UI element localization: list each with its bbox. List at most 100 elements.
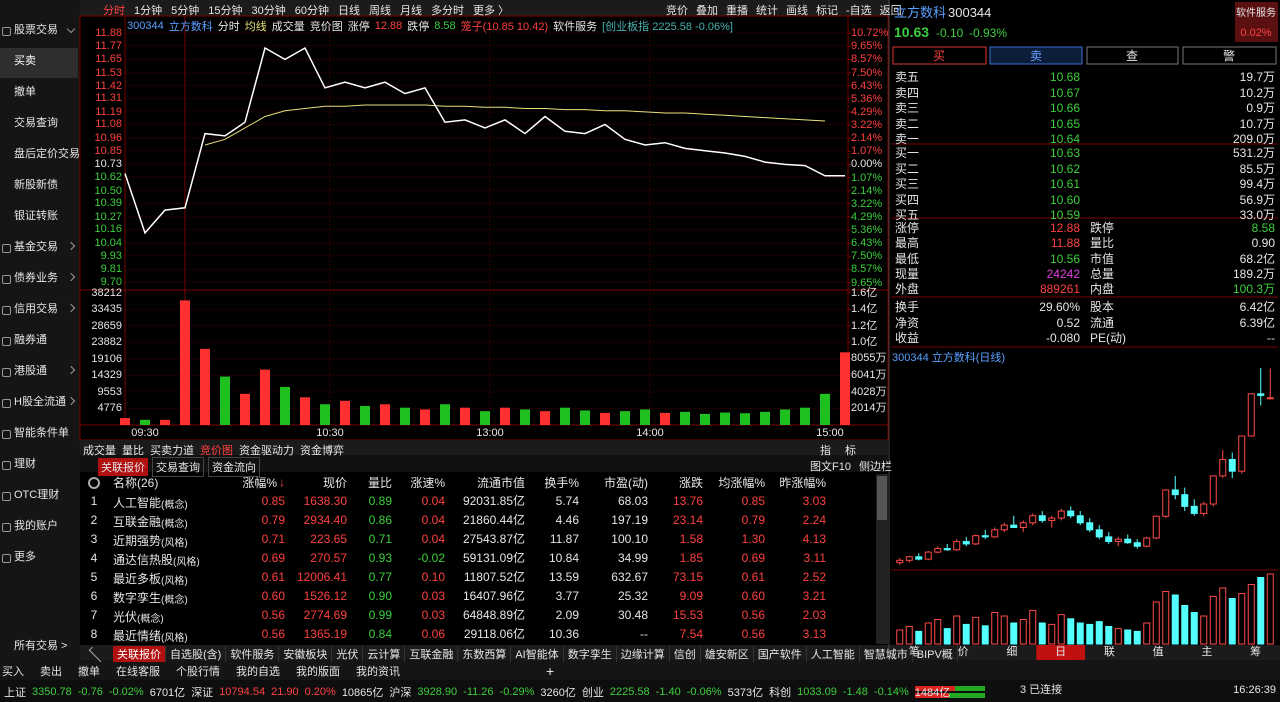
menu-group[interactable]: 融券通: [14, 334, 47, 346]
trade-button[interactable]: 卖: [1029, 49, 1043, 63]
period-tab[interactable]: 30分钟: [251, 5, 286, 17]
row-name-text[interactable]: 互联金融: [113, 515, 162, 529]
column-header[interactable]: 名称(26): [113, 476, 159, 490]
action-button[interactable]: 撤单: [78, 666, 100, 678]
sector-tab[interactable]: 国产软件: [754, 646, 807, 662]
sector-tab[interactable]: 光伏: [332, 646, 364, 662]
indicator-tab[interactable]: 资金博弈: [300, 445, 344, 457]
column-header[interactable]: 流通市值: [476, 476, 525, 490]
sector-tab[interactable]: 人工智能: [807, 646, 860, 662]
kline-tab[interactable]: 日: [1055, 646, 1067, 658]
menu-group[interactable]: OTC理财: [14, 489, 60, 501]
sector-tab[interactable]: 数字孪生: [564, 646, 617, 662]
action-button[interactable]: 卖出: [40, 666, 62, 678]
action-button[interactable]: 买入: [2, 666, 24, 678]
indicator-button[interactable]: 指: [820, 445, 831, 457]
menu-item[interactable]: 盘后定价交易: [14, 148, 80, 160]
row-name-text[interactable]: 数字孪生: [113, 591, 162, 605]
kline-tab[interactable]: 笔: [908, 646, 920, 658]
tool-button[interactable]: 竞价: [666, 5, 688, 17]
column-header[interactable]: 换手%: [544, 476, 579, 490]
period-tab[interactable]: 更多 〉: [473, 5, 510, 17]
tool-button[interactable]: 重播: [726, 5, 748, 17]
column-header[interactable]: 均涨幅%: [718, 476, 765, 490]
kline-tab[interactable]: 价: [957, 646, 969, 658]
sector-tab[interactable]: 互联金融: [405, 646, 459, 662]
menu-group[interactable]: 股票交易: [14, 24, 58, 36]
tool-button[interactable]: 标记: [816, 5, 838, 17]
indicator-tab[interactable]: 成交量: [83, 445, 116, 457]
period-tab[interactable]: 分时: [103, 5, 125, 17]
row-name-text[interactable]: 近期强势: [113, 534, 162, 548]
menu-group[interactable]: 信用交易: [14, 303, 58, 315]
menu-group[interactable]: 智能条件单: [14, 427, 69, 439]
action-button[interactable]: 在线客服: [116, 666, 160, 678]
period-tab[interactable]: 60分钟: [294, 5, 329, 17]
menu-group[interactable]: 港股通: [14, 365, 47, 377]
sector-tab[interactable]: 智慧城市: [860, 646, 913, 662]
sector-tab[interactable]: 东数西算: [458, 646, 512, 662]
action-button[interactable]: 个股行情: [176, 666, 220, 678]
kline-tab[interactable]: 值: [1152, 646, 1164, 658]
menu-item[interactable]: 交易查询: [14, 117, 58, 129]
sector-tab[interactable]: 雄安新区: [701, 646, 754, 662]
column-header[interactable]: 涨速%: [410, 476, 445, 490]
menu-group[interactable]: 更多: [14, 551, 36, 563]
tool-button[interactable]: 画线: [786, 5, 808, 17]
sector-tab[interactable]: BIPV概: [913, 646, 958, 662]
tool-button[interactable]: -自选: [846, 5, 872, 17]
period-tab[interactable]: 1分钟: [134, 5, 163, 17]
column-header[interactable]: 市盈(动): [604, 476, 648, 490]
period-tab[interactable]: 5分钟: [171, 5, 200, 17]
panel-tab[interactable]: 资金流向: [208, 457, 260, 477]
tool-button[interactable]: 返回: [879, 5, 902, 17]
trade-button[interactable]: 警: [1222, 49, 1236, 63]
column-header[interactable]: 昨涨幅%: [779, 476, 826, 490]
menu-item[interactable]: 新股新债: [14, 179, 58, 191]
period-tab[interactable]: 月线: [400, 5, 422, 17]
menu-item[interactable]: 撤单: [14, 86, 36, 98]
menu-group[interactable]: 基金交易: [14, 241, 58, 253]
action-button[interactable]: 我的版面: [296, 666, 340, 678]
trade-button[interactable]: 查: [1125, 49, 1139, 63]
indicator-tab[interactable]: 量比: [122, 445, 144, 457]
indicator-tab[interactable]: 资金驱动力: [239, 445, 294, 457]
action-button[interactable]: +: [546, 663, 555, 679]
sector-tab[interactable]: 关联报价: [113, 646, 166, 662]
menu-item[interactable]: 银证转账: [14, 210, 58, 222]
column-header[interactable]: 量比: [367, 476, 392, 490]
period-tab[interactable]: 15分钟: [208, 5, 243, 17]
kline-tab[interactable]: 细: [1006, 646, 1018, 658]
menu-group[interactable]: 债券业务: [14, 272, 58, 284]
sector-tab[interactable]: 云计算: [363, 646, 406, 662]
row-name-text[interactable]: 通达信热股: [113, 553, 174, 567]
tool-button[interactable]: 统计: [756, 5, 778, 17]
row-name-text[interactable]: 最近多板: [113, 572, 162, 586]
panel-button[interactable]: 侧边栏: [858, 461, 892, 473]
column-header[interactable]: 涨跌: [678, 476, 703, 490]
sector-tab[interactable]: AI智能体: [511, 646, 564, 662]
menu-group[interactable]: 理财: [14, 458, 36, 470]
sector-tab[interactable]: 安徽板块: [279, 646, 333, 662]
kline-tab[interactable]: 筹: [1250, 646, 1262, 658]
period-tab[interactable]: 多分时: [431, 5, 464, 17]
tool-button[interactable]: 叠加: [696, 5, 718, 17]
sector-tab[interactable]: 自选股(含): [166, 646, 227, 662]
menu-footer[interactable]: 所有交易 >: [14, 640, 68, 652]
kline-tab[interactable]: 联: [1103, 646, 1115, 658]
row-name-text[interactable]: 最近情绪: [113, 629, 162, 643]
menu-group[interactable]: H股全流通: [14, 396, 66, 408]
indicator-tab[interactable]: 买卖力道: [150, 445, 194, 457]
period-tab[interactable]: 日线: [338, 5, 360, 17]
indicator-button[interactable]: 标: [845, 445, 856, 457]
menu-item[interactable]: 买卖: [14, 55, 36, 67]
trade-button[interactable]: 买: [932, 49, 946, 63]
action-button[interactable]: 我的资讯: [356, 666, 400, 678]
sector-tab[interactable]: 软件服务: [226, 646, 280, 662]
period-tab[interactable]: 周线: [369, 5, 391, 17]
panel-tab[interactable]: 交易查询: [152, 457, 204, 477]
kline-tab[interactable]: 主: [1201, 646, 1213, 658]
column-header[interactable]: 涨幅%: [242, 476, 277, 490]
panel-tab[interactable]: 关联报价: [98, 458, 148, 476]
panel-button[interactable]: 图文F10: [810, 461, 851, 473]
